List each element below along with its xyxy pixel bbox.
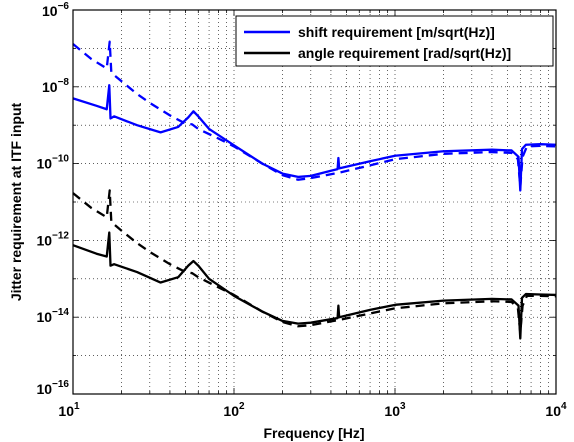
series-angle-solid bbox=[72, 231, 557, 340]
x-axis-label: Frequency [Hz] bbox=[263, 425, 364, 441]
y-tick-label: 10−8 bbox=[42, 77, 69, 95]
legend-label-angle: angle requirement [rad/sqrt(Hz)] bbox=[298, 45, 511, 61]
legend-box bbox=[235, 15, 554, 67]
x-tick-label: 104 bbox=[545, 401, 567, 419]
x-tick-label: 101 bbox=[58, 401, 80, 419]
y-tick-label: 10−10 bbox=[36, 154, 69, 172]
grid bbox=[73, 10, 556, 394]
series-shift-dashed bbox=[72, 40, 557, 188]
legend-label-shift: shift requirement [m/sqrt(Hz)] bbox=[298, 24, 495, 40]
x-tick-label: 103 bbox=[384, 401, 406, 419]
y-tick-label: 10−16 bbox=[36, 379, 69, 397]
y-axis-label: Jitter requirement at ITF input bbox=[8, 102, 24, 301]
ticks bbox=[73, 10, 556, 394]
series-group bbox=[72, 40, 557, 340]
y-tick-label: 10−6 bbox=[42, 1, 69, 19]
series-angle-dashed bbox=[72, 189, 557, 334]
x-tick-labels: 101 102 103 104 bbox=[58, 401, 567, 419]
legend: shift requirement [m/sqrt(Hz)] angle req… bbox=[235, 15, 554, 67]
y-tick-label: 10−14 bbox=[36, 307, 69, 325]
y-tick-label: 10−12 bbox=[36, 230, 69, 248]
series-shift-solid bbox=[72, 84, 557, 192]
x-tick-label: 102 bbox=[223, 401, 245, 419]
y-tick-labels: 10−16 10−14 10−12 10−10 10−8 10−6 bbox=[36, 1, 69, 397]
